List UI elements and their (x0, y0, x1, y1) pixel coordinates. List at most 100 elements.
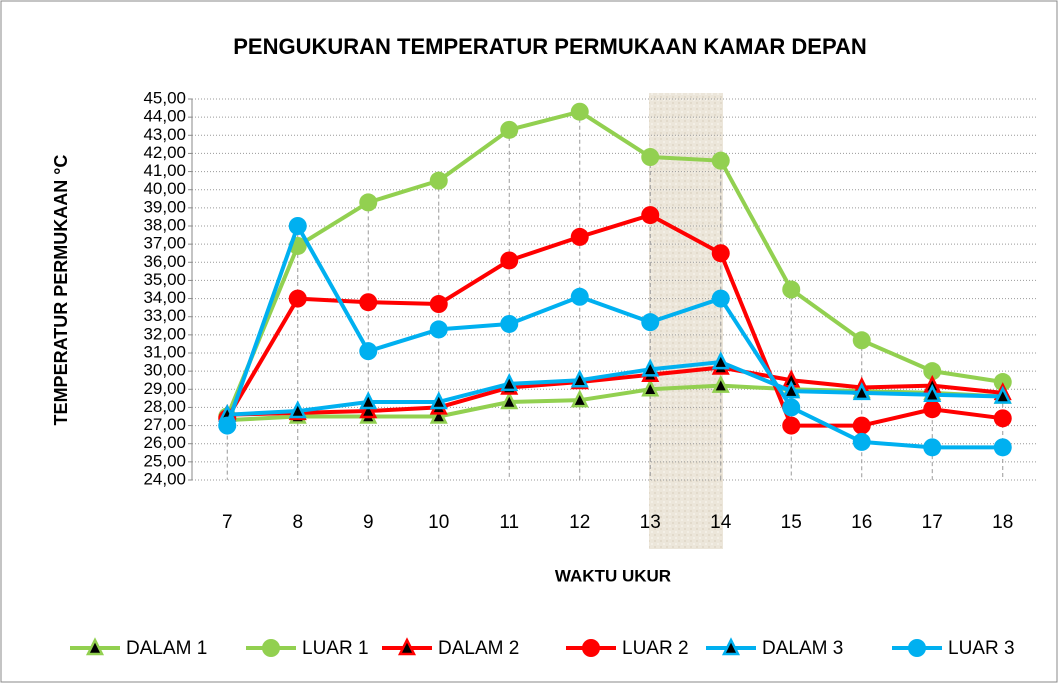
x-tick-label: 13 (640, 512, 661, 533)
series-line (225, 224, 1003, 450)
data-point (288, 217, 307, 235)
legend-marker (397, 637, 417, 656)
chart-title: PENGUKURAN TEMPERATUR PERMUKAAN KAMAR DE… (233, 34, 867, 59)
data-point (993, 438, 1012, 457)
data-point (429, 391, 448, 410)
highlight-band (649, 93, 723, 549)
data-point (500, 251, 519, 270)
x-tick-label: 14 (710, 512, 732, 533)
y-tick-label: 28,00 (143, 397, 186, 416)
data-point (288, 289, 307, 308)
y-axis-title: TEMPERATUR PERMUKAAN °C (51, 155, 71, 426)
data-point (993, 373, 1012, 392)
data-point (500, 120, 519, 139)
data-point (429, 405, 448, 424)
data-point (570, 369, 589, 388)
y-tick-label: 32,00 (143, 324, 186, 343)
y-tick-label: 31,00 (143, 342, 186, 361)
data-point (288, 400, 307, 419)
x-tick-label: 10 (428, 512, 449, 533)
x-axis-title: WAKTU UKUR (555, 566, 671, 585)
data-point (218, 416, 237, 435)
data-point (359, 391, 378, 410)
legend-label: LUAR 3 (948, 638, 1015, 659)
data-point (782, 398, 801, 417)
data-point (782, 280, 801, 299)
y-tick-label: 35,00 (143, 270, 186, 289)
data-point (570, 227, 589, 246)
data-point (641, 148, 660, 167)
data-point (923, 383, 942, 402)
data-point (993, 385, 1012, 404)
x-tick-label: 15 (781, 512, 802, 533)
data-point (923, 438, 942, 457)
legend-label: LUAR 1 (302, 638, 369, 659)
data-point (711, 289, 730, 308)
y-tick-label: 25,00 (143, 451, 186, 470)
data-point (359, 293, 378, 312)
data-point (500, 373, 519, 392)
y-tick-label: 27,00 (143, 415, 186, 434)
data-point (711, 244, 730, 263)
legend-marker (262, 639, 280, 657)
y-tick-label: 24,00 (143, 469, 186, 488)
y-tick-label: 34,00 (143, 288, 186, 307)
y-tick-label: 44,00 (143, 107, 186, 126)
data-point (852, 382, 871, 401)
x-tick-label: 9 (363, 512, 374, 533)
y-tick-label: 41,00 (143, 161, 186, 180)
data-point (711, 374, 730, 393)
data-point (570, 102, 589, 121)
x-tick-label: 12 (569, 512, 590, 533)
data-point (852, 416, 871, 435)
y-tick-label: 33,00 (143, 306, 186, 325)
legend-marker (85, 637, 105, 656)
data-point (641, 358, 660, 377)
data-point (641, 378, 660, 397)
data-point (852, 331, 871, 350)
x-tick-label: 16 (851, 512, 872, 533)
data-point (641, 313, 660, 332)
data-point (923, 362, 942, 381)
data-point (782, 416, 801, 435)
y-tick-label: 30,00 (143, 361, 186, 380)
series-line (225, 213, 1004, 428)
y-tick-label: 43,00 (143, 125, 186, 144)
data-point (923, 400, 942, 419)
y-tick-label: 39,00 (143, 197, 186, 216)
data-point (429, 320, 448, 339)
data-point (570, 287, 589, 306)
data-point (359, 193, 378, 212)
data-point (993, 409, 1012, 428)
series-line (227, 365, 1003, 417)
data-point (852, 432, 871, 451)
data-point (429, 295, 448, 314)
legend-marker (582, 639, 600, 657)
legend-label: DALAM 2 (438, 638, 519, 659)
series-line (225, 109, 1004, 418)
data-point (359, 400, 378, 419)
series-line (227, 360, 1003, 417)
legend-marker (721, 637, 741, 656)
data-point (500, 391, 519, 410)
data-point (782, 380, 801, 399)
data-point (359, 342, 378, 361)
data-point (500, 314, 519, 333)
y-tick-label: 36,00 (143, 252, 186, 271)
data-point (570, 389, 589, 408)
data-point (641, 206, 660, 225)
data-point (711, 151, 730, 170)
y-tick-label: 40,00 (143, 179, 186, 198)
y-tick-label: 37,00 (143, 234, 186, 253)
x-tick-label: 11 (499, 512, 519, 533)
legend-label: DALAM 1 (126, 638, 207, 659)
y-tick-label: 29,00 (143, 379, 186, 398)
legend-label: DALAM 3 (762, 638, 843, 659)
y-tick-label: 38,00 (143, 215, 186, 234)
data-point (429, 171, 448, 190)
data-point (711, 351, 730, 370)
y-tick-label: 45,00 (143, 88, 186, 107)
x-tick-label: 17 (922, 512, 943, 533)
